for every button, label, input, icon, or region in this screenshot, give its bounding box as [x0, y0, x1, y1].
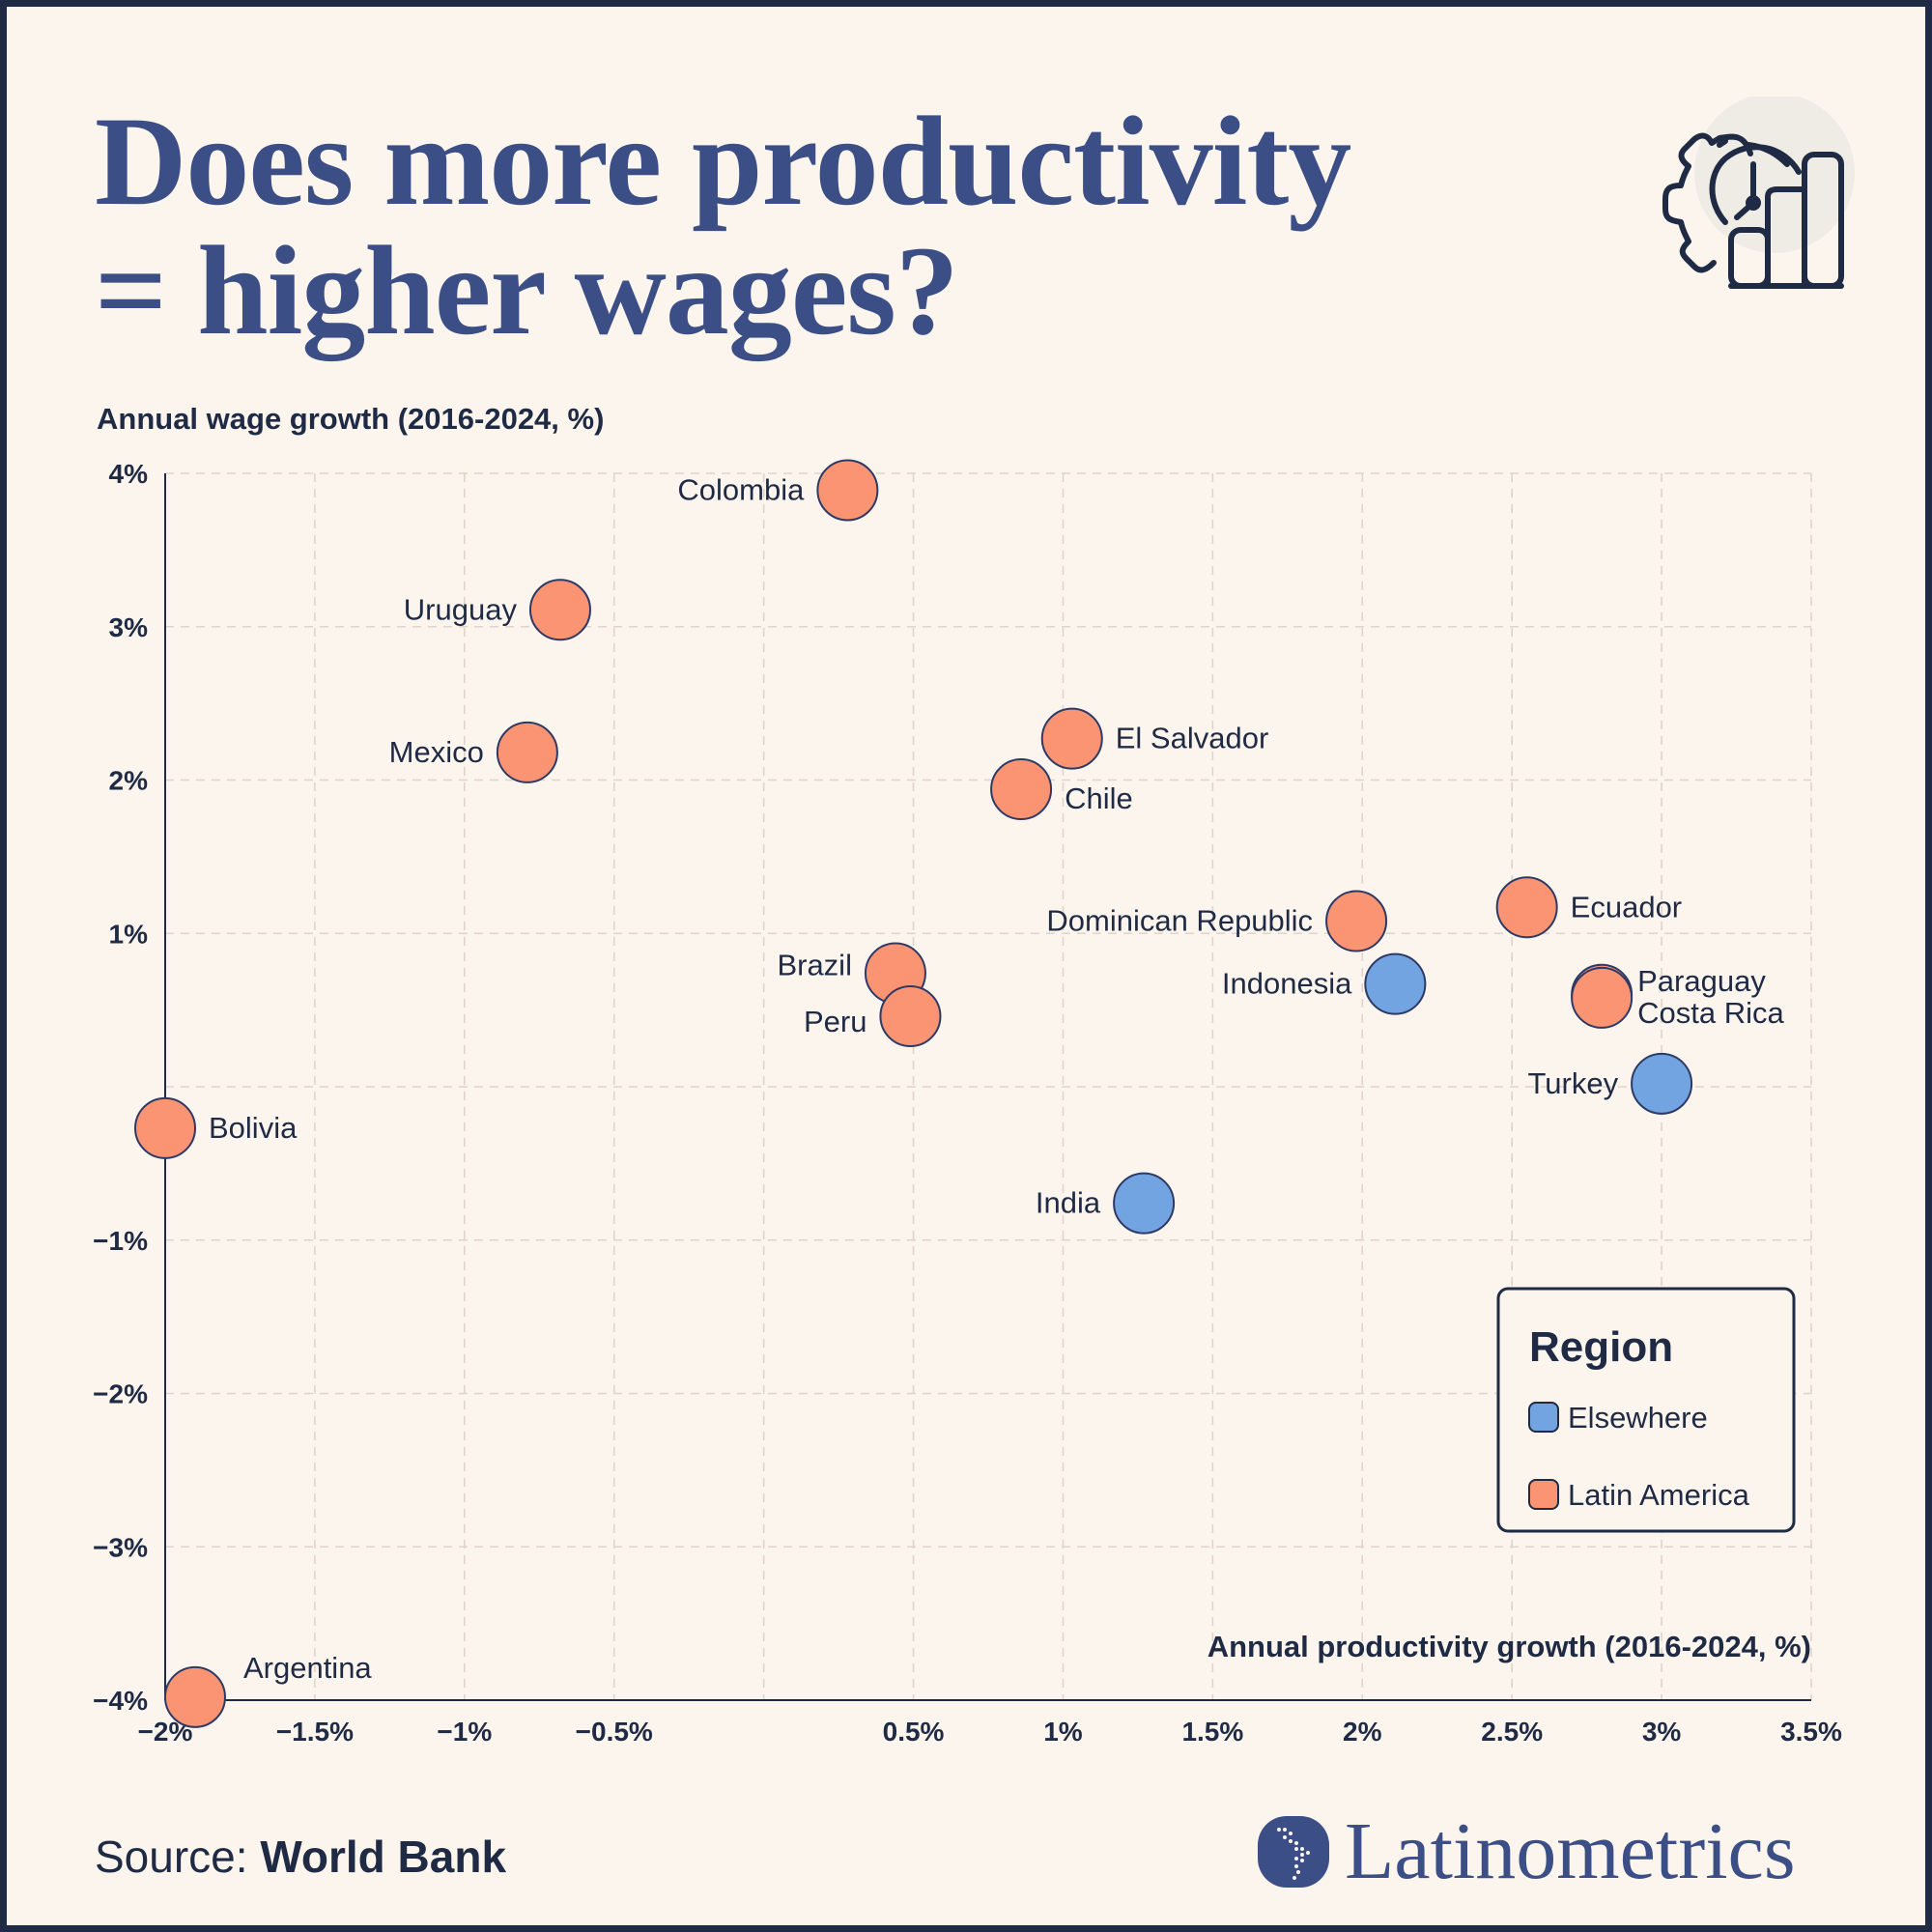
data-point-turkey: [1631, 1052, 1693, 1115]
y-tick-label: −2%: [93, 1379, 148, 1409]
x-tick-label: 0.5%: [883, 1717, 945, 1747]
page-title: Does more productivity = higher wages?: [95, 97, 1351, 355]
y-tick-label: 3%: [109, 612, 149, 642]
source-value: World Bank: [260, 1832, 507, 1882]
y-axis-label: Annual wage growth (2016-2024, %): [97, 402, 605, 436]
y-tick-label: 4%: [109, 459, 149, 489]
source-label: Source:: [95, 1832, 261, 1882]
data-point-dominican-republic: [1325, 890, 1388, 952]
source-note: Source: World Bank: [95, 1831, 506, 1883]
brand-logo: Latinometrics: [1256, 1804, 1796, 1898]
x-tick-label: −1%: [437, 1717, 492, 1747]
data-label: India: [1036, 1186, 1101, 1220]
data-point-india: [1113, 1172, 1176, 1235]
data-point-costa-rica: [1571, 966, 1634, 1029]
legend-swatch: [1528, 1479, 1559, 1510]
y-tick-label: −4%: [93, 1686, 148, 1716]
data-label: Brazil: [777, 949, 852, 982]
x-tick-label: 1%: [1043, 1717, 1083, 1747]
data-label: Bolivia: [209, 1111, 298, 1145]
x-tick-label: 2.5%: [1481, 1717, 1543, 1747]
data-label: Argentina: [243, 1651, 372, 1685]
data-label: Colombia: [677, 472, 805, 506]
data-label: Dominican Republic: [1046, 904, 1313, 938]
data-label: Indonesia: [1222, 967, 1352, 1001]
x-tick-label: 3%: [1642, 1717, 1682, 1747]
title-line-1: Does more productivity: [95, 90, 1351, 232]
gear-clock-bar-chart-icon: [1642, 93, 1855, 304]
x-tick-label: −1.5%: [276, 1717, 354, 1747]
data-point-bolivia: [134, 1096, 196, 1159]
data-point-argentina: [163, 1665, 226, 1728]
x-tick-label: 2%: [1343, 1717, 1382, 1747]
legend-entry: Latin America: [1568, 1478, 1750, 1512]
legend-box: [1496, 1287, 1796, 1533]
x-axis-label: Annual productivity growth (2016-2024, %…: [1208, 1630, 1811, 1663]
data-label: El Salvador: [1116, 722, 1269, 755]
data-point-uruguay: [528, 579, 591, 641]
data-label: Ecuador: [1571, 890, 1682, 923]
data-label: Uruguay: [404, 592, 518, 626]
data-label: Mexico: [389, 735, 484, 769]
y-tick-label: 1%: [109, 919, 149, 949]
data-point-colombia: [816, 459, 879, 522]
legend-swatch: [1528, 1402, 1559, 1433]
data-point-el-salvador: [1040, 707, 1103, 770]
y-tick-label: 2%: [109, 766, 149, 796]
data-label: Turkey: [1527, 1066, 1618, 1100]
x-tick-label: 1.5%: [1181, 1717, 1243, 1747]
x-tick-label: −0.5%: [576, 1717, 653, 1747]
data-point-peru: [879, 984, 942, 1047]
brand-name: Latinometrics: [1345, 1806, 1796, 1896]
data-point-chile: [990, 758, 1053, 821]
legend-entry: Elsewhere: [1568, 1401, 1708, 1435]
data-point-ecuador: [1495, 876, 1558, 939]
x-tick-label: 3.5%: [1780, 1717, 1842, 1747]
data-label: Costa Rica: [1637, 996, 1784, 1030]
data-point-indonesia: [1364, 952, 1427, 1015]
legend-title: Region: [1529, 1323, 1673, 1371]
latin-america-map-icon: [1258, 1815, 1329, 1888]
data-point-mexico: [496, 721, 558, 783]
y-tick-label: −1%: [93, 1226, 148, 1256]
y-tick-label: −3%: [93, 1532, 148, 1562]
data-label: Peru: [804, 1005, 867, 1038]
data-label: Chile: [1065, 781, 1133, 815]
data-label: Paraguay: [1637, 964, 1766, 998]
title-line-2: = higher wages?: [95, 219, 959, 361]
